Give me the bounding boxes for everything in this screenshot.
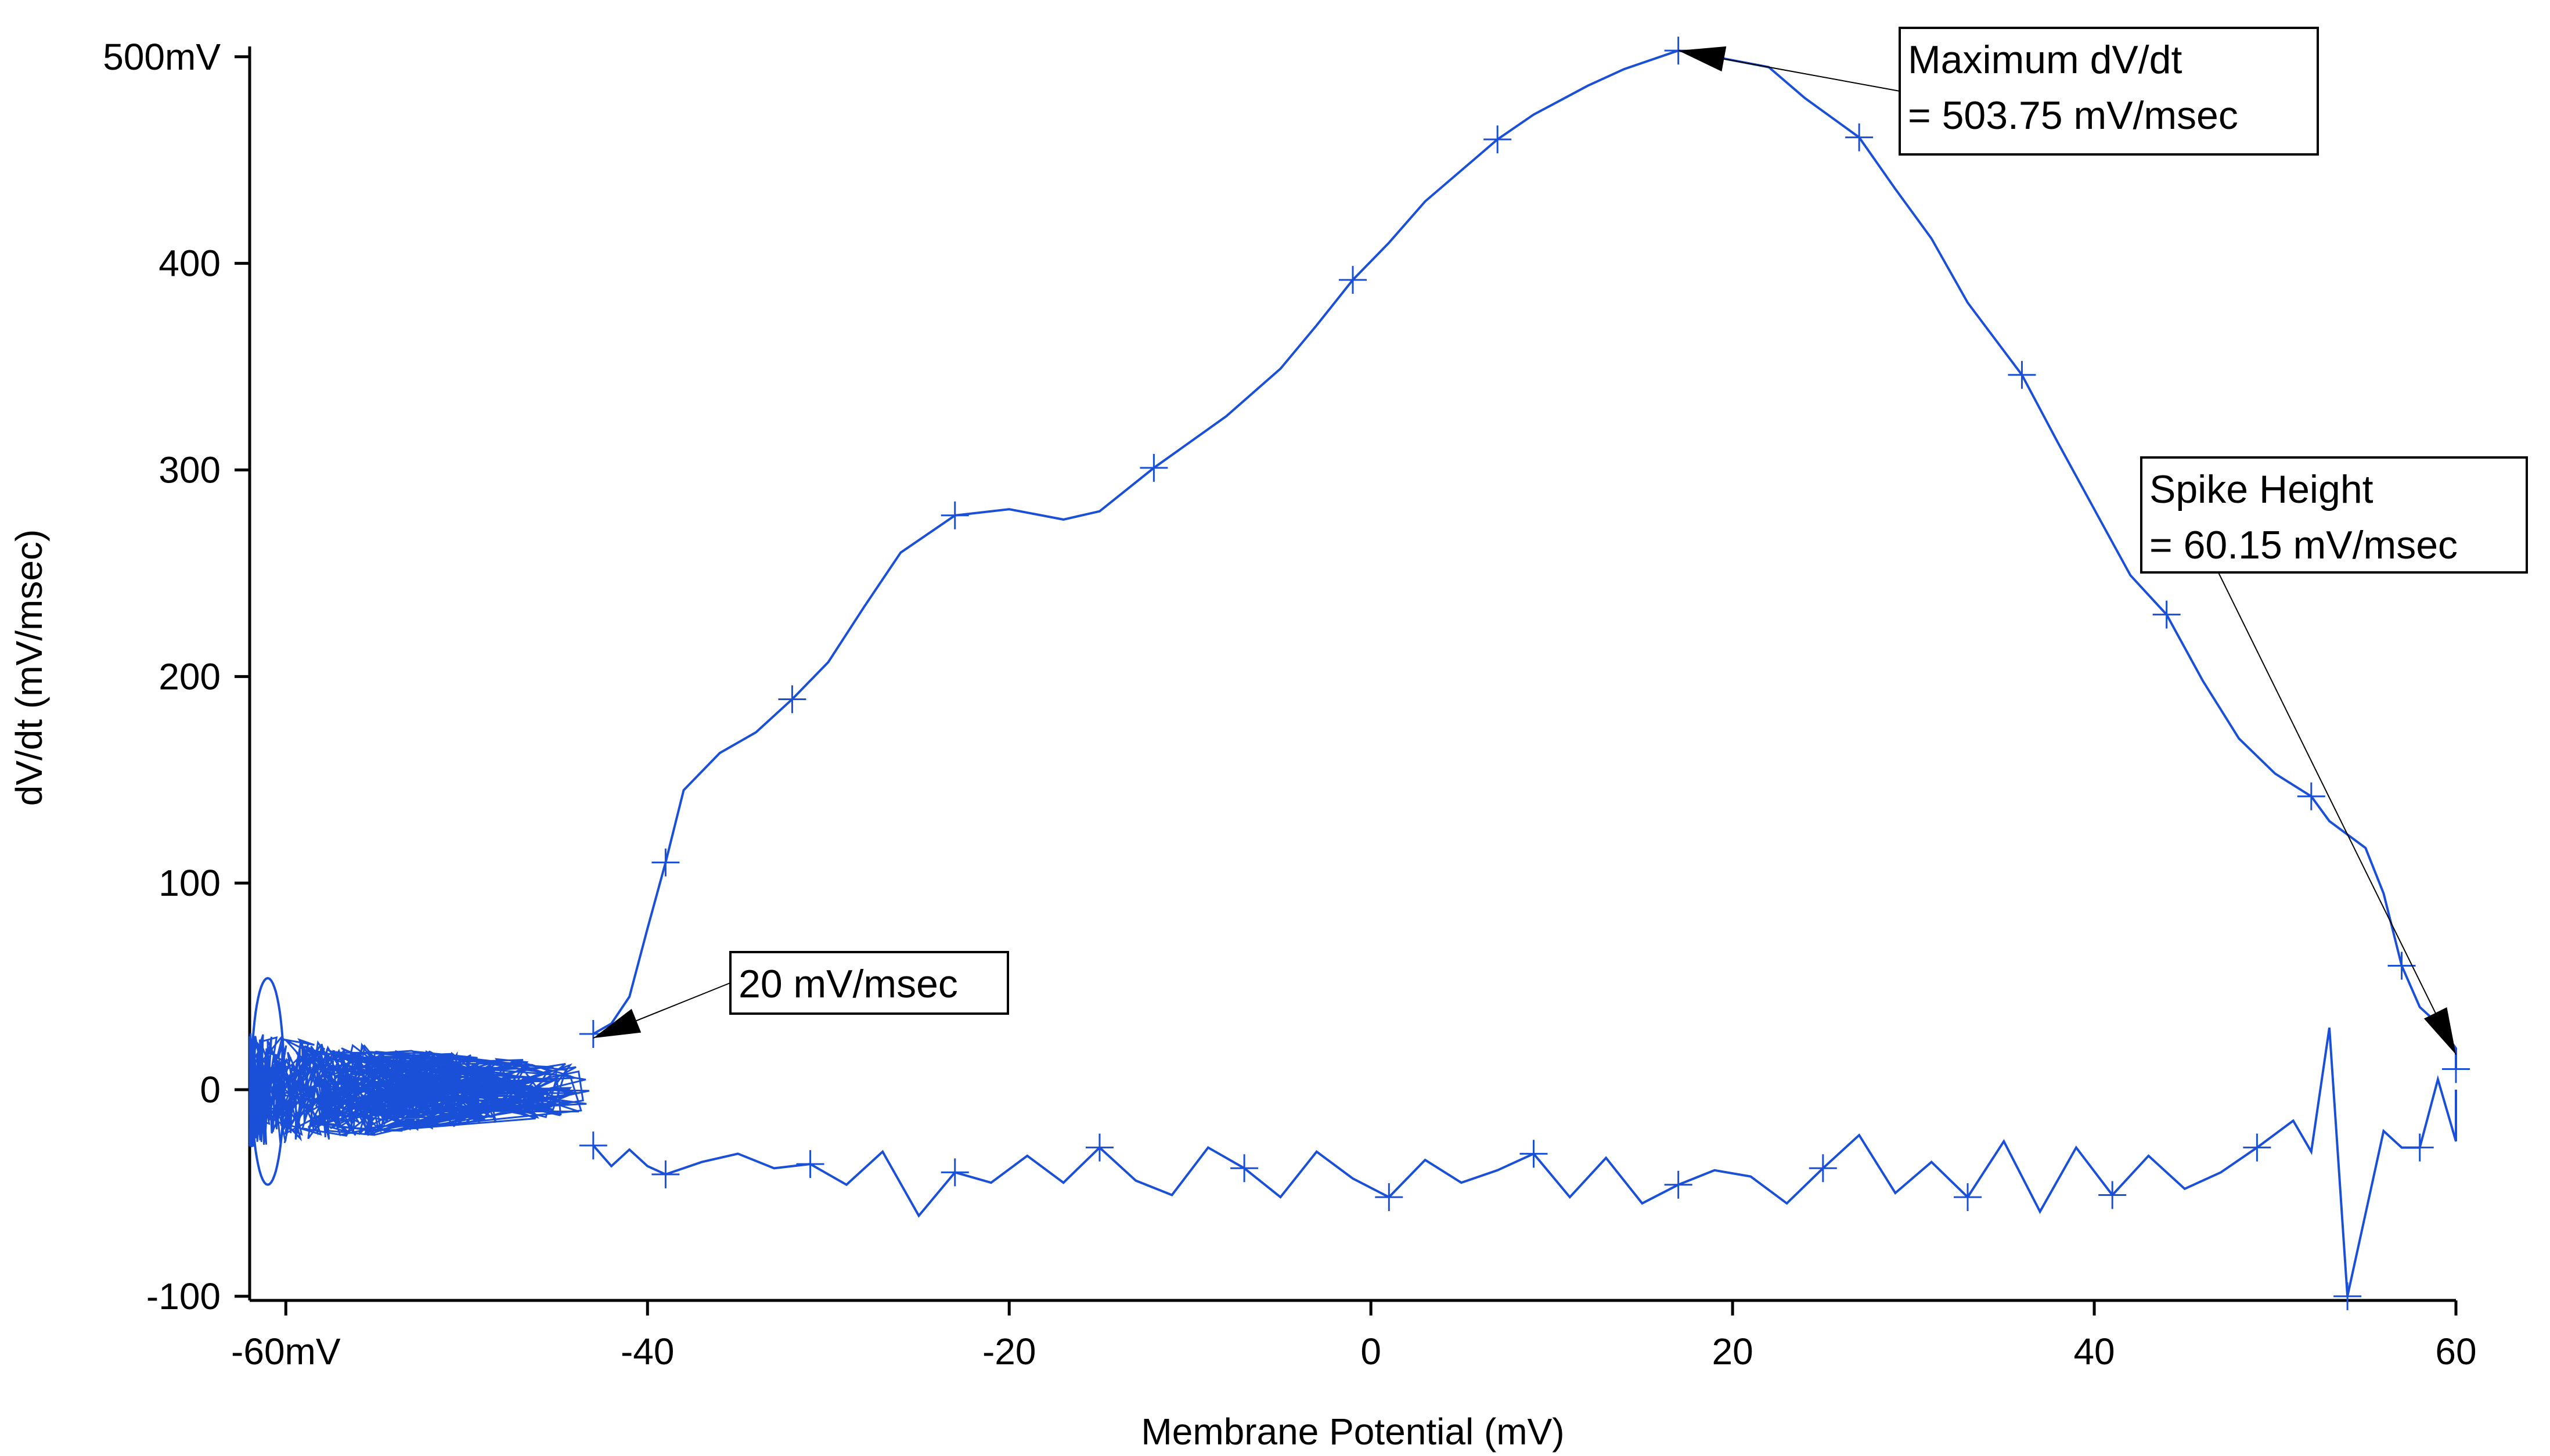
x-tick-label: -40	[621, 1331, 675, 1372]
data-point-marker	[2405, 1133, 2434, 1162]
annotation-box	[729, 951, 1009, 1015]
data-point-marker	[941, 501, 969, 529]
data-point-marker	[1519, 1140, 1548, 1168]
x-tick-label: 20	[1712, 1331, 1753, 1372]
y-tick-label: 500mV	[103, 36, 221, 78]
y-tick-label: 300	[159, 449, 221, 491]
y-axis-title: dV/dt (mV/msec)	[8, 529, 50, 806]
data-point-marker	[2387, 952, 2416, 980]
x-tick-label: -20	[982, 1331, 1036, 1372]
annotation-2: Spike Height = 60.15 mV/msec	[2140, 456, 2528, 1055]
annotation-text: Spike Height	[2149, 467, 2373, 511]
data-point-marker	[1140, 453, 1168, 482]
data-point-marker	[1664, 1170, 1692, 1199]
data-point-marker	[2098, 1181, 2127, 1209]
x-axis-title: Membrane Potential (mV)	[1141, 1411, 1564, 1453]
data-point-marker	[941, 1158, 969, 1187]
annotation-3: 20 mV/msec	[593, 951, 1009, 1039]
data-point-marker	[651, 1160, 680, 1188]
series-line-downstroke	[592, 1028, 2457, 1297]
annotation-text: = 60.15 mV/msec	[2149, 523, 2458, 567]
annotations: Maximum dV/dt = 503.75 mV/msec Spike Heigh…	[593, 27, 2528, 1055]
data-point-marker	[651, 848, 680, 877]
ticks: -60mV -40 -20 0 20 40 60 -100 0 100 200 300 400 500mV	[103, 36, 2476, 1372]
axes	[248, 46, 2456, 1302]
data-point-marker	[1954, 1183, 1982, 1212]
data-point-marker	[579, 1131, 607, 1160]
data-point-marker	[1809, 1154, 1837, 1183]
y-tick-label: 100	[159, 862, 221, 904]
annotation-text: 20 mV/msec	[739, 962, 958, 1006]
series-line-upstroke	[592, 49, 2457, 1069]
x-tick-label: 40	[2073, 1331, 2115, 1372]
x-tick-label: -60mV	[231, 1331, 341, 1372]
x-tick-label: 0	[1360, 1331, 1381, 1372]
data-point-marker	[778, 685, 806, 713]
y-tick-label: 0	[200, 1069, 221, 1111]
annotation-1: Maximum dV/dt = 503.75 mV/msec	[1678, 27, 2319, 156]
y-tick-label: -100	[146, 1275, 221, 1317]
data-point-marker	[2243, 1133, 2271, 1162]
data-point-marker	[2297, 782, 2325, 810]
annotation-arrowhead	[593, 1008, 642, 1039]
data-point-marker	[1230, 1154, 1259, 1183]
resting-noise	[248, 1033, 590, 1147]
data-point-marker	[1845, 123, 1874, 152]
data-point-marker	[1339, 266, 1367, 294]
data-point-marker	[2442, 1055, 2470, 1083]
data-point-marker	[1483, 125, 1512, 154]
annotation-leader	[2217, 572, 2457, 1055]
annotation-box	[1899, 27, 2319, 156]
y-tick-label: 200	[159, 655, 221, 697]
annotation-arrowhead	[2423, 1007, 2456, 1055]
data-point-marker	[1085, 1133, 1114, 1162]
resting-loop	[250, 976, 286, 1186]
data-point-marker	[796, 1150, 824, 1179]
data-point-marker	[2008, 361, 2036, 389]
series-layer	[248, 37, 2470, 1310]
data-point-marker	[1375, 1183, 1403, 1212]
annotation-text: = 503.75 mV/msec	[1908, 93, 2238, 138]
annotation-text: Maximum dV/dt	[1908, 38, 2182, 82]
x-tick-label: 60	[2435, 1331, 2476, 1372]
data-point-marker	[2152, 600, 2181, 629]
data-point-marker	[2333, 1282, 2362, 1310]
annotation-arrowhead	[1678, 46, 1727, 72]
annotation-box	[2140, 456, 2528, 574]
y-tick-label: 400	[159, 243, 221, 284]
